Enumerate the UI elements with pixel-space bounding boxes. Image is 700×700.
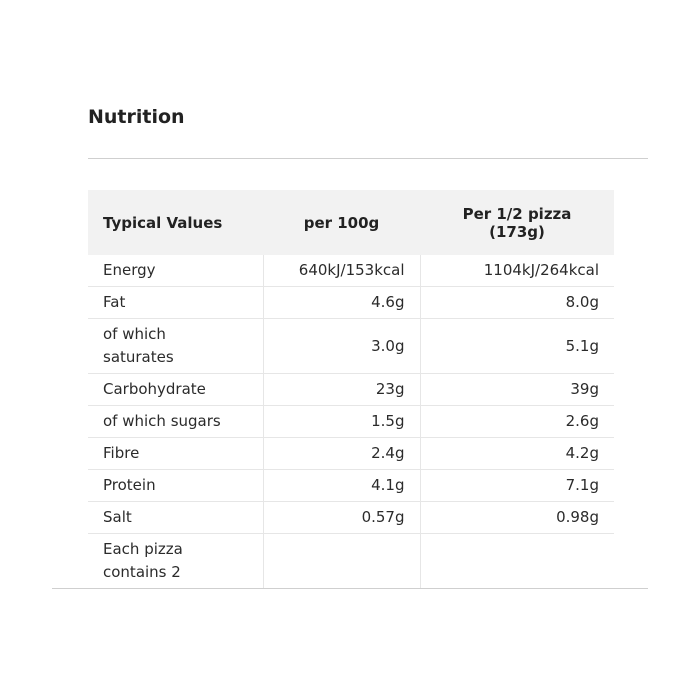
table-cell: 0.98g <box>419 501 614 534</box>
row-label: Energy <box>88 255 263 287</box>
table-cell: 5.1g <box>419 318 614 374</box>
table-row: of which sugars 1.5g 2.6g <box>88 405 614 438</box>
table-cell: 4.6g <box>262 286 420 319</box>
table-row: Energy 640kJ/153kcal 1104kJ/264kcal <box>88 255 614 287</box>
table-cell: 1104kJ/264kcal <box>419 255 614 287</box>
table-row: Salt 0.57g 0.98g <box>88 501 614 534</box>
row-label: Protein <box>88 469 263 502</box>
table-cell: 2.6g <box>419 405 614 438</box>
table-cell: 23g <box>262 373 420 406</box>
table-cell: 4.2g <box>419 437 614 470</box>
column-header: Typical Values <box>88 190 263 255</box>
row-label: Fibre <box>88 437 263 470</box>
table-cell <box>419 533 614 588</box>
row-label: Salt <box>88 501 263 534</box>
nutrition-table: Typical Values per 100g Per 1/2 pizza (173… <box>88 190 614 588</box>
divider <box>88 158 648 159</box>
table-cell: 4.1g <box>262 469 420 502</box>
table-cell <box>262 533 420 588</box>
table-row: of which saturates 3.0g 5.1g <box>88 318 614 374</box>
column-header: per 100g <box>263 190 420 255</box>
row-label: of which saturates <box>88 318 263 374</box>
table-row: Fat 4.6g 8.0g <box>88 286 614 319</box>
table-row: Fibre 2.4g 4.2g <box>88 437 614 470</box>
table-container: Typical Values per 100g Per 1/2 pizza (173… <box>88 190 614 588</box>
row-label: Carbohydrate <box>88 373 263 406</box>
row-label: Each pizza contains 2 servings <box>88 533 263 588</box>
table-cell: 7.1g <box>419 469 614 502</box>
table-cell: 1.5g <box>262 405 420 438</box>
column-header: Per 1/2 pizza (173g) <box>420 190 614 255</box>
table-cell: 0.57g <box>262 501 420 534</box>
header-row: Typical Values per 100g Per 1/2 pizza (173… <box>88 190 614 255</box>
table-row: Each pizza contains 2 servings <box>88 533 614 588</box>
row-label: Fat <box>88 286 263 319</box>
table-cell: 2.4g <box>262 437 420 470</box>
row-label: of which sugars <box>88 405 263 438</box>
table-cell: 39g <box>419 373 614 406</box>
table-row: Protein 4.1g 7.1g <box>88 469 614 502</box>
table-cell: 640kJ/153kcal <box>262 255 420 287</box>
table-cell: 8.0g <box>419 286 614 319</box>
table-row: Carbohydrate 23g 39g <box>88 373 614 406</box>
section-heading: Nutrition <box>88 106 185 128</box>
table-cell: 3.0g <box>262 318 420 374</box>
divider <box>52 588 648 589</box>
